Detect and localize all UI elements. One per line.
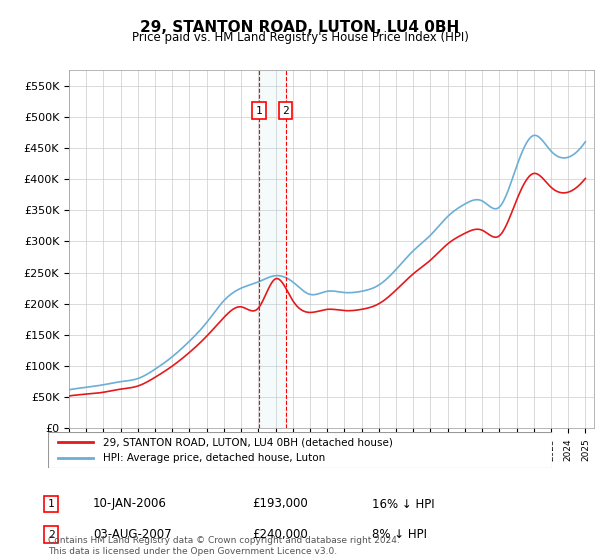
Text: 10-JAN-2006: 10-JAN-2006 [93,497,167,511]
Text: 8% ↓ HPI: 8% ↓ HPI [372,528,427,542]
Text: £240,000: £240,000 [252,528,308,542]
Text: 16% ↓ HPI: 16% ↓ HPI [372,497,434,511]
Text: 2: 2 [283,105,289,115]
Text: 29, STANTON ROAD, LUTON, LU4 0BH: 29, STANTON ROAD, LUTON, LU4 0BH [140,20,460,35]
Text: 2: 2 [47,530,55,540]
Text: 1: 1 [47,499,55,509]
FancyBboxPatch shape [48,432,552,468]
Text: 1: 1 [256,105,262,115]
Text: Price paid vs. HM Land Registry's House Price Index (HPI): Price paid vs. HM Land Registry's House … [131,31,469,44]
Text: 03-AUG-2007: 03-AUG-2007 [93,528,172,542]
Text: HPI: Average price, detached house, Luton: HPI: Average price, detached house, Luto… [103,452,326,463]
Bar [259,70,286,428]
Text: £193,000: £193,000 [252,497,308,511]
Text: Contains HM Land Registry data © Crown copyright and database right 2024.
This d: Contains HM Land Registry data © Crown c… [48,536,400,556]
Text: 29, STANTON ROAD, LUTON, LU4 0BH (detached house): 29, STANTON ROAD, LUTON, LU4 0BH (detach… [103,437,394,447]
